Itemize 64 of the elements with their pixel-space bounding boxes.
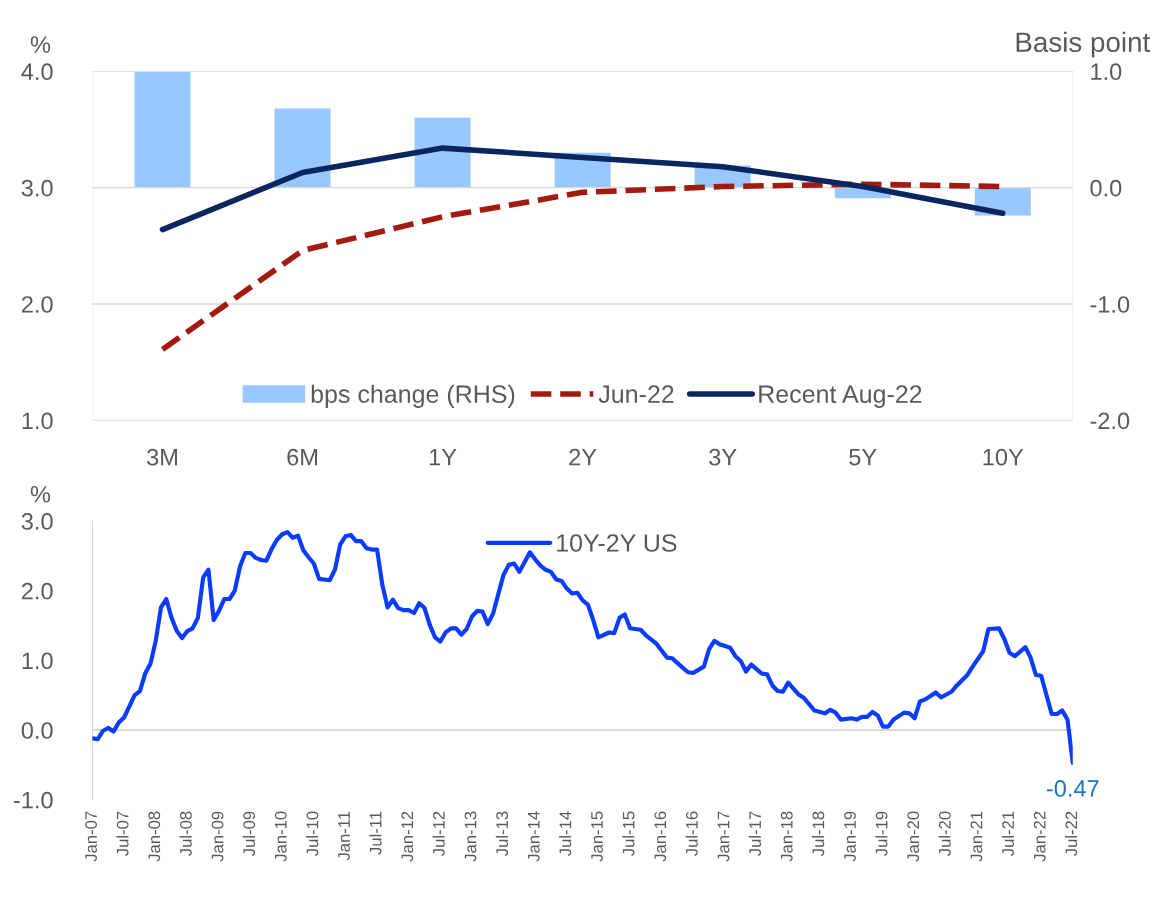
x-tick-label: Jul-20 bbox=[938, 811, 951, 856]
x-tick-label: Jan-12 bbox=[401, 811, 414, 862]
x-tick-label: 6M bbox=[287, 448, 317, 466]
x-tick-label: Jan-22 bbox=[1033, 811, 1046, 862]
legend-label: Recent Aug-22 bbox=[759, 385, 922, 408]
x-tick-label: Jan-14 bbox=[528, 811, 540, 862]
x-tick-label: Jan-09 bbox=[211, 811, 224, 862]
x-tick-label: Jul-14 bbox=[559, 811, 572, 856]
y2-tick-label: -2.0 bbox=[1090, 412, 1130, 430]
y-tick-label: 4.0 bbox=[21, 63, 53, 81]
y-tick-label: -1.0 bbox=[13, 791, 53, 809]
bar bbox=[274, 108, 331, 188]
x-tick-label: Jan-08 bbox=[148, 811, 161, 862]
x-tick-label: Jul-08 bbox=[179, 811, 192, 856]
x-tick-label: Jul-07 bbox=[116, 811, 129, 856]
y-tick-label: 3.0 bbox=[21, 513, 53, 530]
legend-label: 10Y-2Y US bbox=[557, 534, 677, 552]
x-tick-label: Jan-11 bbox=[338, 811, 350, 861]
x-tick-label: Jul-12 bbox=[432, 811, 445, 856]
y-axis-title: % bbox=[30, 485, 51, 503]
x-tick-label: 5Y bbox=[849, 449, 877, 466]
y2-tick-label: 1.0 bbox=[1091, 63, 1122, 81]
x-tick-label: Jul-15 bbox=[622, 811, 635, 856]
x-tick-label: Jan-16 bbox=[654, 811, 667, 862]
annotation: -0.47 bbox=[1046, 780, 1099, 797]
x-tick-label: Jul-10 bbox=[306, 811, 319, 856]
x-tick-label: Jul-19 bbox=[875, 811, 888, 856]
x-tick-label: Jan-17 bbox=[717, 811, 730, 862]
x-tick-label: Jan-20 bbox=[907, 811, 920, 862]
x-tick-label: Jul-09 bbox=[242, 811, 256, 856]
x-tick-label: 3Y bbox=[709, 448, 737, 466]
x-tick-label: Jan-15 bbox=[591, 811, 603, 862]
y2-tick-label: -1.0 bbox=[1090, 296, 1130, 313]
x-tick-label: 2Y bbox=[569, 448, 597, 466]
x-tick-label: Jul-21 bbox=[1001, 811, 1014, 856]
y-axis-title: % bbox=[30, 36, 51, 53]
y-tick-label: 1.0 bbox=[22, 652, 53, 670]
x-tick-label: Jan-19 bbox=[844, 811, 856, 862]
x-tick-label: Jul-13 bbox=[495, 811, 509, 856]
x-tick-label: 1Y bbox=[429, 449, 457, 466]
x-tick-label: Jul-18 bbox=[812, 811, 825, 856]
y-tick-label: 2.0 bbox=[21, 296, 53, 313]
x-tick-label: Jan-07 bbox=[85, 811, 97, 862]
bar bbox=[414, 117, 471, 188]
y-tick-label: 1.0 bbox=[22, 412, 53, 430]
x-tick-label: Jul-22 bbox=[1065, 811, 1078, 856]
x-tick-label: Jul-11 bbox=[369, 811, 382, 855]
y-tick-label: 2.0 bbox=[21, 582, 53, 600]
x-tick-label: Jul-16 bbox=[685, 811, 698, 856]
line-series bbox=[92, 530, 1073, 765]
x-tick-label: 3M bbox=[147, 448, 177, 466]
x-tick-label: Jan-10 bbox=[274, 811, 287, 862]
legend-label: bps change (RHS) bbox=[311, 384, 515, 408]
x-tick-label: 10Y bbox=[983, 448, 1024, 466]
x-tick-label: Jan-21 bbox=[970, 811, 983, 862]
x-tick-label: Jul-17 bbox=[748, 811, 762, 856]
x-tick-label: Jan-13 bbox=[464, 811, 477, 862]
y-tick-label: 3.0 bbox=[21, 179, 53, 197]
x-tick-label: Jan-18 bbox=[780, 811, 793, 862]
legend-label: Jun-22 bbox=[598, 385, 674, 403]
y-tick-label: 0.0 bbox=[21, 722, 53, 739]
y2-tick-label: 0.0 bbox=[1090, 179, 1122, 197]
y2-axis-title: Basis point bbox=[1016, 31, 1151, 58]
bar bbox=[134, 71, 191, 188]
